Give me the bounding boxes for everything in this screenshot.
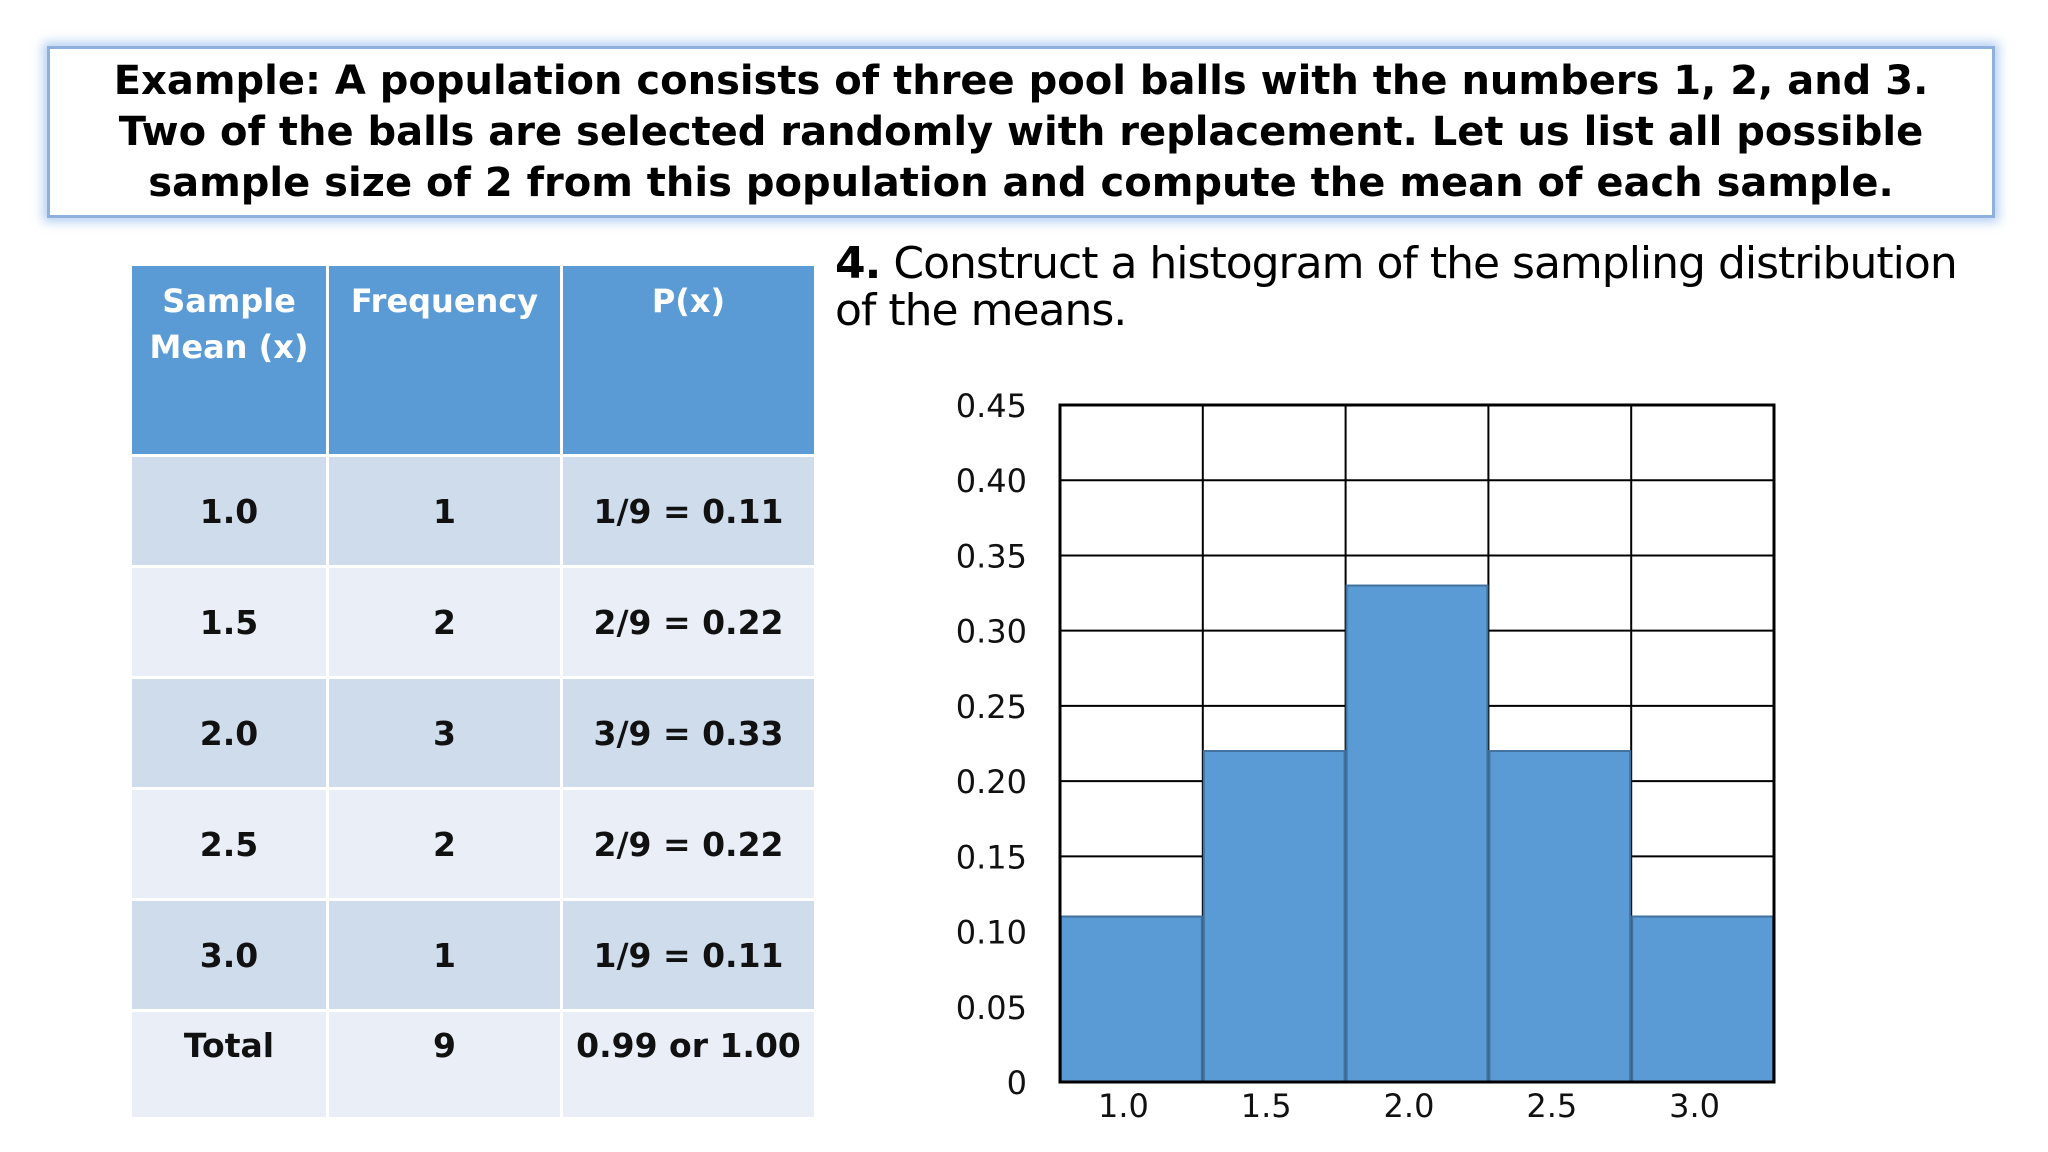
- histogram-bar: [1202, 750, 1346, 1083]
- y-tick-label: 0.05: [956, 989, 1027, 1027]
- step-instruction: 4. Construct a histogram of the sampling…: [835, 240, 1965, 334]
- header-sample-mean: Sample Mean (x): [129, 263, 329, 457]
- cell-total-label: Total: [129, 1009, 329, 1120]
- cell-sample-mean: 1.0: [129, 454, 329, 568]
- cell-probability: 2/9 = 0.22: [560, 787, 817, 901]
- y-tick-label: 0.25: [956, 688, 1027, 726]
- frequency-table: Sample Mean (x) Frequency P(x) 1.0 1 1/9…: [129, 263, 817, 1120]
- cell-frequency: 2: [326, 787, 563, 901]
- x-tick-label: 2.0: [1384, 1087, 1435, 1125]
- y-tick-label: 0: [1007, 1064, 1027, 1102]
- histogram-bar: [1345, 584, 1489, 1083]
- cell-total-frequency: 9: [326, 1009, 563, 1120]
- x-tick-label: 3.0: [1669, 1087, 1720, 1125]
- plot-frame: [1058, 403, 1776, 1084]
- cell-probability: 2/9 = 0.22: [560, 565, 817, 679]
- table-row: 1.5 2 2/9 = 0.22: [129, 565, 817, 679]
- y-tick-label: 0.35: [956, 537, 1027, 575]
- cell-probability: 1/9 = 0.11: [560, 898, 817, 1012]
- cell-sample-mean: 2.0: [129, 676, 329, 790]
- y-tick-label: 0.30: [956, 613, 1027, 651]
- x-tick-label: 1.0: [1098, 1087, 1149, 1125]
- cell-probability: 1/9 = 0.11: [560, 454, 817, 568]
- cell-frequency: 2: [326, 565, 563, 679]
- histogram-bar: [1631, 915, 1774, 1083]
- histogram-bar: [1060, 915, 1203, 1083]
- header-probability: P(x): [560, 263, 817, 457]
- y-tick-label: 0.45: [956, 387, 1027, 425]
- x-tick-label: 2.5: [1526, 1087, 1577, 1125]
- header-frequency: Frequency: [326, 263, 563, 457]
- example-text: Example: A population consists of three …: [113, 57, 1929, 206]
- example-box: Example: A population consists of three …: [47, 46, 1995, 218]
- y-tick-label: 0.40: [956, 462, 1027, 500]
- table-row: 1.0 1 1/9 = 0.11: [129, 454, 817, 568]
- table-total-row: Total 9 0.99 or 1.00: [129, 1009, 817, 1120]
- y-tick-label: 0.20: [956, 763, 1027, 801]
- cell-frequency: 3: [326, 676, 563, 790]
- step-text: Construct a histogram of the sampling di…: [835, 238, 1958, 336]
- cell-sample-mean: 2.5: [129, 787, 329, 901]
- cell-total-probability: 0.99 or 1.00: [560, 1009, 817, 1120]
- cell-sample-mean: 3.0: [129, 898, 329, 1012]
- table-row: 3.0 1 1/9 = 0.11: [129, 898, 817, 1012]
- cell-frequency: 1: [326, 454, 563, 568]
- histogram-bar: [1488, 750, 1632, 1083]
- y-tick-label: 0.15: [956, 838, 1027, 876]
- y-tick-label: 0.10: [956, 914, 1027, 952]
- table-row: 2.5 2 2/9 = 0.22: [129, 787, 817, 901]
- cell-sample-mean: 1.5: [129, 565, 329, 679]
- step-number: 4.: [835, 238, 881, 289]
- table-row: 2.0 3 3/9 = 0.33: [129, 676, 817, 790]
- cell-frequency: 1: [326, 898, 563, 1012]
- x-tick-label: 1.5: [1241, 1087, 1292, 1125]
- table-header-row: Sample Mean (x) Frequency P(x): [129, 263, 817, 457]
- cell-probability: 3/9 = 0.33: [560, 676, 817, 790]
